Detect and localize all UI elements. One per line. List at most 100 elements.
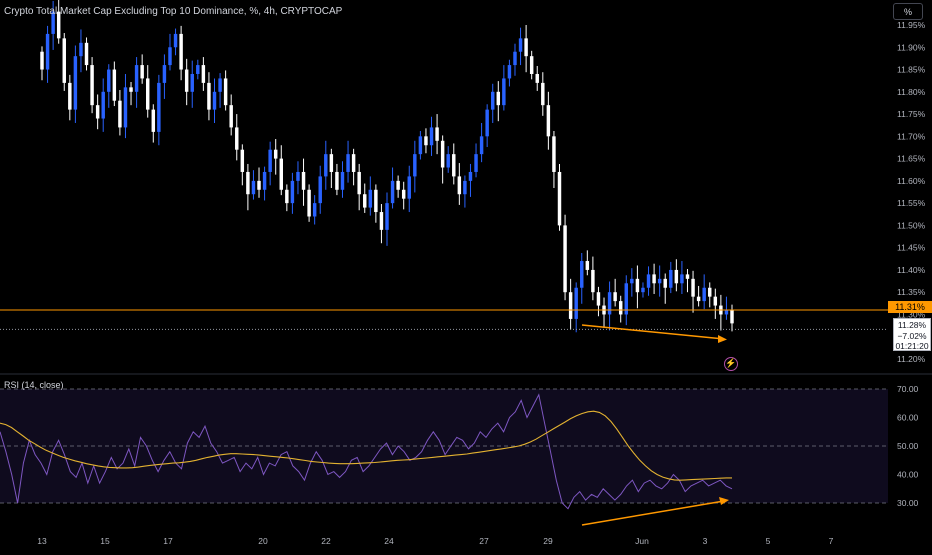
candle-body — [179, 33, 183, 70]
candle-body — [446, 154, 450, 168]
lightning-icon[interactable]: ⚡ — [724, 357, 738, 371]
candle-body — [568, 292, 573, 319]
horizontal-line-price-tag: 11.31% — [888, 301, 932, 313]
candle-body — [474, 154, 478, 172]
candle-body — [613, 292, 617, 302]
candle-body — [546, 105, 551, 137]
time-axis: 13 15 17 20 22 24 27 29 Jun 3 5 7 — [37, 536, 833, 546]
candle-body — [646, 274, 651, 288]
candle-body — [374, 189, 378, 213]
candle-body — [285, 189, 289, 204]
candle-body — [68, 82, 72, 110]
price-tick-label: 11.70% — [897, 131, 926, 141]
candle-body — [134, 65, 139, 92]
candle-body — [591, 269, 595, 293]
candle-body — [574, 287, 578, 319]
candle-body — [468, 171, 473, 181]
candle-body — [496, 91, 501, 106]
candle-body — [618, 301, 623, 315]
rsi-tick-label: 70.00 — [897, 384, 919, 394]
candle-body — [452, 154, 456, 177]
candle-body — [45, 33, 50, 70]
candle-body — [318, 176, 322, 204]
candle-body — [123, 87, 128, 128]
candle-body — [401, 189, 406, 199]
candle-body — [240, 149, 245, 172]
last-price-value: 11.28% — [897, 320, 927, 330]
candle-body — [296, 171, 300, 181]
candle-body — [624, 283, 628, 315]
candle-body — [491, 91, 495, 110]
candle-body — [235, 127, 239, 150]
price-lines — [0, 309, 888, 330]
candle-body — [357, 171, 361, 195]
candle-body — [307, 189, 311, 217]
candle-body — [363, 194, 367, 208]
candle-body — [418, 136, 423, 155]
price-tick-label: 11.30% — [897, 309, 926, 319]
candle-body — [535, 73, 539, 83]
rsi-tick-label: 40.00 — [897, 470, 919, 480]
candle-body — [151, 109, 156, 132]
candle-body — [585, 261, 590, 270]
candle-body — [273, 149, 278, 159]
candle-body — [513, 51, 517, 66]
rsi-divergence-arrowhead — [719, 497, 729, 505]
candle-body — [62, 38, 66, 83]
candle-body — [379, 212, 384, 230]
price-divergence-arrowhead — [718, 335, 727, 343]
candle-body — [524, 38, 528, 57]
annotations[interactable] — [581, 324, 729, 526]
price-tick-label: 11.55% — [897, 198, 926, 208]
rsi-lines — [0, 393, 733, 510]
candle-body — [479, 136, 484, 155]
candle-body — [168, 47, 172, 66]
time-tick-label: 17 — [163, 536, 173, 546]
rsi-line — [0, 393, 733, 510]
candle-body — [218, 78, 222, 92]
price-divergence-arrow — [581, 324, 725, 340]
rsi-levels — [0, 388, 888, 504]
time-tick-label: 20 — [258, 536, 268, 546]
candle-body — [541, 82, 545, 106]
price-tick-label: 11.85% — [897, 65, 926, 75]
candle-body — [669, 269, 673, 288]
price-tick-label: 11.50% — [897, 220, 926, 230]
candle-body — [312, 203, 317, 217]
candle-body — [207, 82, 211, 110]
candle-body — [529, 56, 534, 74]
candle-body — [90, 65, 94, 106]
candle-body — [351, 154, 356, 172]
candle-body — [212, 91, 217, 110]
candle-body — [685, 274, 690, 279]
candle-body — [730, 310, 734, 324]
candle-body — [440, 140, 445, 168]
price-tick-label: 11.35% — [897, 287, 926, 297]
candle-body — [507, 65, 512, 79]
candle-body — [290, 180, 295, 204]
candle-body — [652, 274, 656, 284]
candle-body — [196, 65, 200, 74]
candle-body — [708, 287, 712, 297]
time-tick-label: 22 — [321, 536, 331, 546]
candle-body — [435, 127, 439, 141]
price-tick-label: 11.45% — [897, 243, 926, 253]
candle-body — [201, 65, 206, 83]
candle-body — [95, 105, 100, 119]
candle-body — [702, 287, 706, 302]
rsi-title: RSI (14, close) — [4, 380, 64, 390]
candle-body — [463, 180, 467, 195]
candle-body — [429, 127, 434, 146]
price-tick-label: 11.60% — [897, 176, 926, 186]
candle-body — [223, 78, 228, 106]
candle-body — [112, 69, 117, 101]
price-tick-label: 11.65% — [897, 154, 926, 164]
candle-body — [696, 296, 701, 302]
candle-body — [79, 42, 83, 57]
candle-body — [518, 38, 523, 52]
percent-scale-button[interactable]: % — [893, 3, 923, 20]
price-tick-label: 11.40% — [897, 265, 926, 275]
candle-body — [262, 171, 267, 190]
